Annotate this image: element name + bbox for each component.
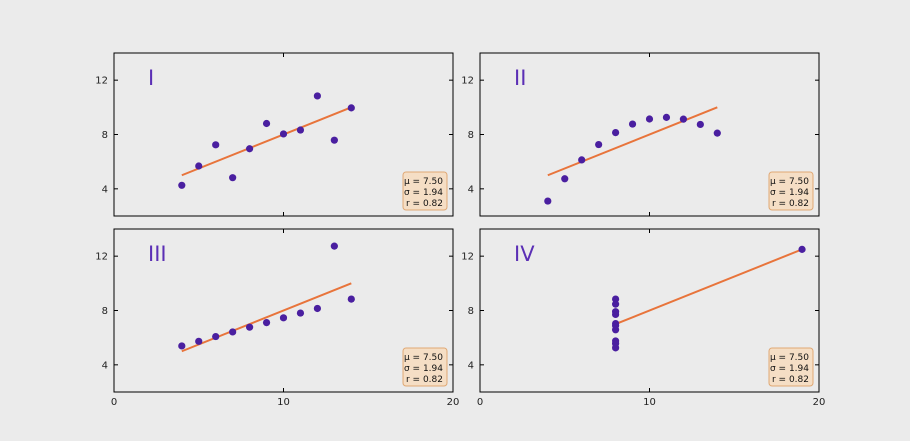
data-point [645, 115, 654, 123]
stat-line: r = 0.82 [772, 375, 809, 385]
data-point [628, 120, 637, 128]
x-tick-label: 0 [477, 397, 483, 408]
stats-box [768, 171, 814, 211]
data-point [195, 162, 203, 170]
data-point [679, 115, 688, 123]
stat-line: μ = 7.50 [770, 177, 809, 187]
data-point [578, 156, 586, 164]
data-point [347, 295, 355, 303]
y-tick-label: 12 [95, 76, 108, 87]
y-tick-label: 4 [102, 360, 108, 371]
data-point [612, 308, 620, 316]
y-tick-label: 8 [468, 306, 474, 317]
regression-line [181, 282, 352, 353]
data-point [313, 92, 321, 100]
stat-line: σ = 1.94 [404, 188, 443, 198]
data-point [612, 295, 620, 303]
stat-line: μ = 7.50 [404, 177, 443, 187]
data-point [296, 126, 305, 134]
panel-ii: 4 8 12 II μ = 7.50σ = 1.94r = 0.82 [461, 52, 820, 217]
panel-iii: 4 8 12 0 10 20 III μ = 7.50σ = 1.94r = 0.82 [95, 228, 460, 408]
panel-i: 4 8 12 Iμ = 7.50σ = 1.94r = 0.82 [95, 52, 454, 217]
data-point [313, 304, 321, 313]
data-point [279, 314, 288, 322]
stat-line: r = 0.82 [406, 375, 443, 385]
data-point [212, 141, 220, 149]
stat-line: σ = 1.94 [770, 188, 809, 198]
data-point [178, 342, 186, 350]
y-tick-label: 12 [95, 252, 108, 263]
data-point [330, 136, 338, 144]
data-point [713, 129, 721, 137]
data-point [696, 120, 704, 129]
panel-title-iv: IV [514, 242, 535, 266]
data-point [612, 340, 620, 348]
regression-line [547, 106, 718, 177]
stats-box [402, 347, 448, 387]
data-point [561, 175, 569, 183]
panel-title-i: I [148, 66, 154, 90]
y-tick-label: 4 [102, 184, 108, 195]
data-point [262, 119, 271, 128]
data-point [296, 309, 305, 317]
stat-line: μ = 7.50 [770, 353, 809, 363]
data-point [544, 197, 552, 205]
stat-line: σ = 1.94 [770, 364, 809, 374]
y-tick-label: 12 [461, 252, 474, 263]
data-point [798, 245, 806, 253]
stats-box [768, 347, 814, 387]
panel-title-iii: III [148, 242, 167, 266]
x-tick-label: 0 [111, 397, 117, 408]
stats-box [402, 171, 448, 211]
data-point [612, 300, 620, 308]
data-point [595, 140, 603, 149]
data-point [246, 145, 254, 153]
data-point [262, 318, 271, 327]
stat-line: r = 0.82 [406, 199, 443, 209]
y-tick-label: 8 [468, 130, 474, 141]
data-point [195, 337, 203, 345]
x-tick-label: 10 [643, 397, 656, 408]
y-tick-label: 8 [102, 130, 108, 141]
data-point [229, 328, 237, 336]
data-point [662, 113, 671, 121]
x-tick-label: 20 [447, 397, 460, 408]
regression-line [615, 248, 803, 326]
data-point [212, 332, 220, 341]
data-point [612, 321, 620, 330]
x-tick-label: 10 [277, 397, 290, 408]
stat-line: μ = 7.50 [404, 353, 443, 363]
y-tick-label: 4 [468, 360, 474, 371]
panel-title-ii: II [514, 66, 526, 90]
stat-line: σ = 1.94 [404, 364, 443, 374]
data-point [246, 323, 254, 331]
data-point [347, 104, 355, 112]
data-point [178, 181, 186, 189]
data-point [279, 130, 288, 138]
data-point [612, 128, 620, 137]
y-tick-label: 4 [468, 184, 474, 195]
y-tick-label: 12 [461, 76, 474, 87]
regression-line [181, 106, 352, 177]
panel-iv: 4 8 12 0 10 20 IV μ = 7.50σ = 1.94r = 0.82 [461, 228, 826, 408]
data-point [229, 174, 237, 182]
x-tick-label: 20 [813, 397, 826, 408]
stat-line: r = 0.82 [772, 199, 809, 209]
y-tick-label: 8 [102, 306, 108, 317]
data-point [330, 242, 338, 250]
